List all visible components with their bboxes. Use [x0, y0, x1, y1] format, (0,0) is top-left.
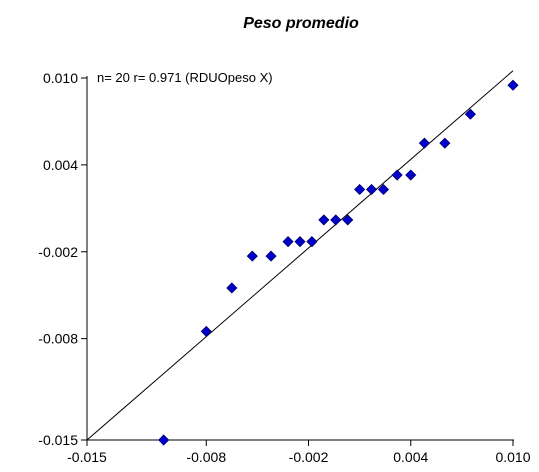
x-tick-label: 0.010	[495, 449, 530, 465]
y-tick-label: 0.010	[43, 70, 78, 86]
data-point	[246, 250, 258, 262]
data-point	[294, 236, 306, 248]
data-point	[405, 169, 417, 181]
regression-line	[86, 70, 514, 441]
data-points	[158, 79, 519, 446]
data-point	[354, 183, 366, 196]
y-tick-label: 0.004	[43, 157, 78, 173]
data-point	[282, 236, 294, 248]
data-point	[226, 282, 238, 294]
x-axis-ticks: -0.015 -0.008 -0.002 0.004 0.010	[67, 440, 531, 465]
data-point	[377, 183, 390, 196]
data-point	[318, 214, 330, 226]
chart-title: Peso promedio	[243, 15, 359, 32]
y-axis-ticks: -0.015 -0.008 -0.002 0.004 0.010	[38, 70, 87, 448]
x-tick-label: 0.004	[393, 449, 428, 465]
y-tick-label: -0.002	[38, 244, 78, 260]
data-point	[391, 169, 403, 181]
data-point	[265, 250, 277, 262]
stats-annotation: n= 20 r= 0.971 (RDUOpeso X)	[97, 70, 273, 85]
data-point	[200, 325, 212, 337]
data-point	[507, 79, 519, 91]
data-point	[330, 214, 342, 226]
x-tick-label: -0.002	[289, 449, 329, 465]
data-point	[366, 183, 378, 196]
y-tick-label: -0.008	[38, 331, 78, 347]
data-point	[464, 108, 476, 120]
data-point	[158, 434, 170, 446]
data-point	[418, 137, 430, 149]
data-point	[439, 137, 451, 149]
x-tick-label: -0.015	[67, 449, 107, 465]
x-tick-label: -0.008	[186, 449, 226, 465]
y-tick-label: -0.015	[38, 432, 78, 448]
data-point	[342, 214, 354, 226]
data-point	[306, 236, 318, 248]
